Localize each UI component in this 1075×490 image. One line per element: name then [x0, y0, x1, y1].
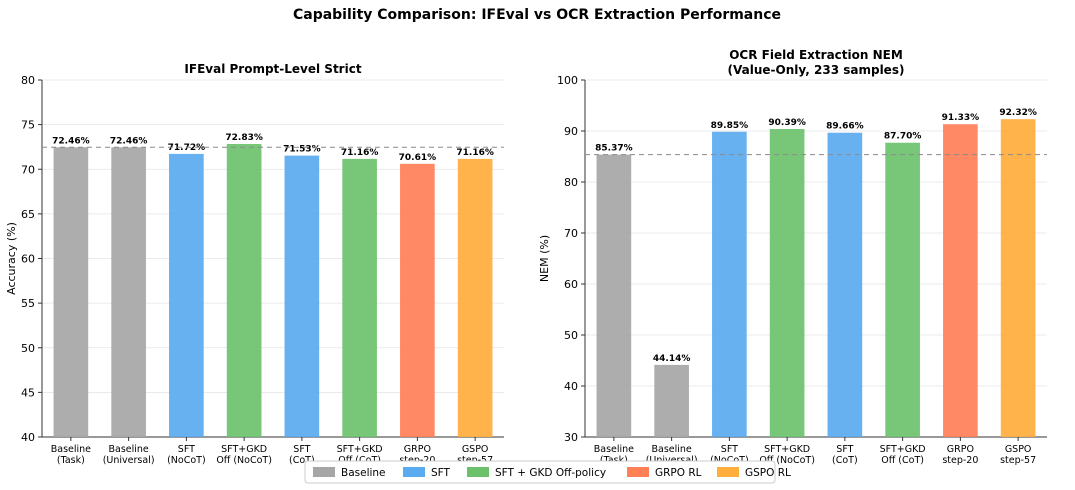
bar	[111, 147, 146, 437]
chart-title: OCR Field Extraction NEM	[729, 48, 903, 62]
y-axis-label: NEM (%)	[538, 235, 551, 282]
data-label: 87.70%	[884, 132, 922, 142]
y-axis-label: Accuracy (%)	[5, 222, 18, 295]
data-label: 85.37%	[595, 144, 633, 154]
y-tick-label: 75	[21, 119, 35, 132]
data-label: 89.66%	[826, 122, 864, 132]
data-label: 72.46%	[110, 136, 148, 146]
bar	[885, 142, 920, 438]
chart-title: IFEval Prompt-Level Strict	[184, 62, 361, 76]
y-tick-label: 30	[564, 431, 578, 444]
x-tick-label: SFT(NoCoT)	[167, 444, 206, 466]
data-label: 92.32%	[999, 108, 1037, 118]
x-tick-label: SFT (CoT)	[832, 444, 858, 466]
legend: Baseline SFT SFT + GKD Off-policy GRPO RL GS…	[304, 460, 791, 484]
data-label: 72.83%	[225, 133, 263, 143]
bar	[342, 158, 377, 437]
y-tick-label: 80	[564, 176, 578, 189]
y-tick-label: 70	[21, 163, 35, 176]
data-label: 71.16%	[341, 148, 379, 158]
x-tick-label: SFT+GKD Off (NoCoT)	[759, 444, 815, 466]
y-tick-label: 60	[564, 278, 578, 291]
bar	[226, 143, 262, 437]
y-tick-label: 100	[557, 74, 578, 87]
data-label: 71.16%	[456, 148, 494, 158]
figure-title: Capability Comparison: IFEval vs OCR Ext…	[293, 7, 781, 23]
data-label: 91.33%	[942, 113, 980, 123]
x-tick-label: Baseline(Universal)	[103, 444, 155, 466]
bar	[827, 132, 863, 437]
y-tick-label: 70	[564, 227, 578, 240]
x-tick-label: SFT+GKD Off (NoCoT)	[216, 444, 272, 466]
chart-panels: 40 45 50 55 60 65 70 75 80 72.46% Baseline (Task) 72…	[5, 48, 1047, 466]
x-tick-label: Baseline(Task)	[51, 444, 91, 466]
legend-label: SFT + GKD Off-policy	[495, 467, 606, 479]
bar	[769, 129, 805, 438]
bar	[654, 364, 689, 437]
bar	[1000, 119, 1036, 437]
legend-swatch	[467, 467, 489, 477]
chart-panel-2: 3040506070809010085.37%Baseline(Task)44.…	[538, 48, 1047, 466]
data-label: 89.85%	[711, 121, 749, 131]
x-tick-label: SFT (CoT)	[289, 444, 315, 466]
chart-subtitle: (Value-Only, 233 samples)	[728, 63, 905, 77]
bar	[596, 154, 632, 437]
data-label: 72.46%	[52, 136, 90, 146]
bar	[400, 163, 435, 437]
y-tick-label: 45	[21, 386, 35, 399]
data-label: 70.61%	[399, 153, 437, 163]
legend-label: SFT	[431, 467, 451, 479]
y-tick-label: 50	[564, 329, 578, 342]
legend-swatch	[403, 467, 425, 477]
legend-swatch	[627, 467, 649, 477]
legend-label: Baseline	[341, 467, 386, 479]
y-tick-label: 40	[21, 431, 35, 444]
legend-label: GRPO RL	[655, 467, 702, 479]
y-tick-label: 40	[564, 380, 578, 393]
data-label: 44.14%	[653, 354, 691, 364]
legend-swatch	[717, 467, 739, 477]
y-tick-label: 60	[21, 253, 35, 266]
legend-box	[304, 460, 776, 484]
y-tick-label: 65	[21, 208, 35, 221]
legend-swatch	[313, 467, 335, 477]
y-tick-label: 80	[21, 74, 35, 87]
bar	[169, 153, 204, 438]
bar	[284, 155, 320, 437]
legend-label: GSPO RL	[745, 467, 791, 479]
data-label: 90.39%	[768, 118, 806, 128]
bar	[712, 131, 747, 437]
data-label: 71.53%	[283, 145, 321, 155]
y-tick-label: 55	[21, 297, 35, 310]
bar	[943, 124, 978, 437]
y-tick-label: 50	[21, 342, 35, 355]
y-tick-label: 90	[564, 125, 578, 138]
bar	[457, 158, 493, 437]
chart-panel-1: 40 45 50 55 60 65 70 75 80 72.46% Baseline (Task) 72…	[5, 62, 504, 466]
bar	[53, 147, 89, 437]
data-label: 71.72%	[168, 143, 206, 153]
